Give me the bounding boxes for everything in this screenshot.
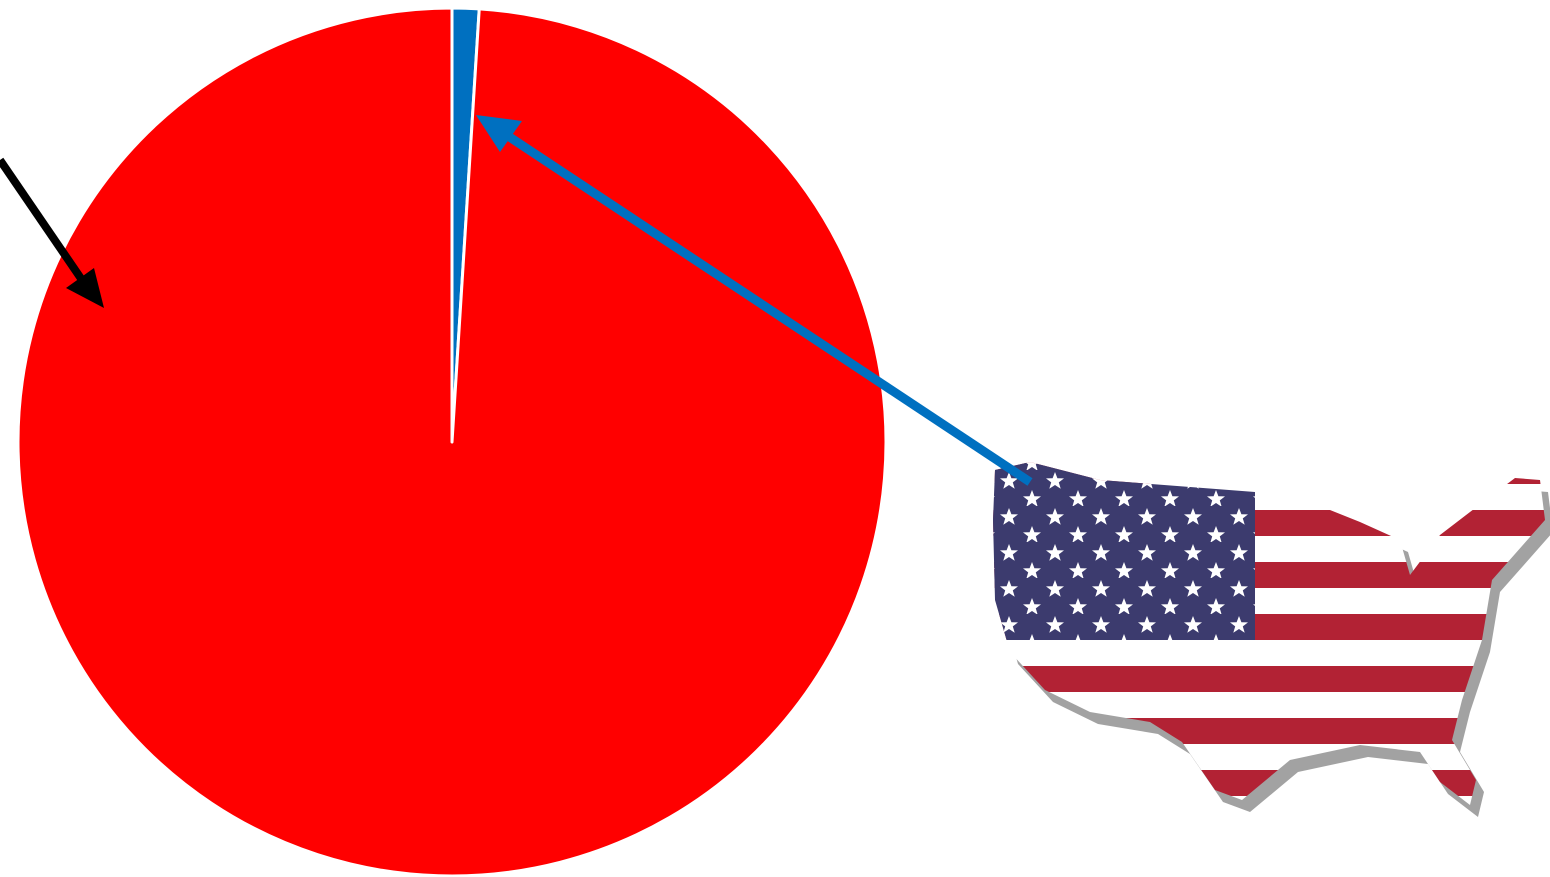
- pie: [16, 6, 888, 877]
- flag-fill: [993, 462, 1545, 805]
- blue-arrow: [476, 115, 1033, 486]
- pie-slice: [16, 6, 888, 877]
- black-arrow: [0, 157, 104, 308]
- usa-map: [993, 462, 1550, 817]
